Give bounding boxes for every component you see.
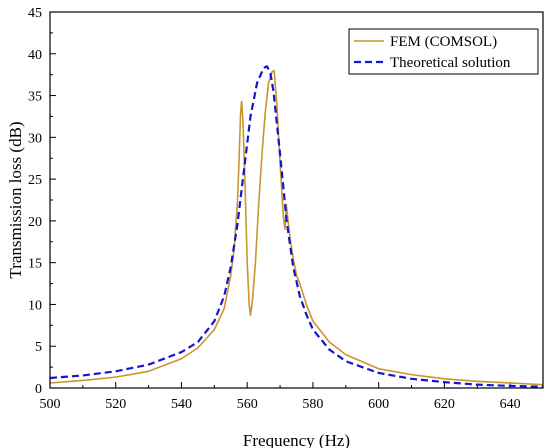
legend-label-theoretical: Theoretical solution — [390, 55, 511, 71]
y-tick-label: 10 — [28, 298, 42, 313]
y-axis-ticks: 0 5 10 15 20 25 30 35 40 45 — [28, 6, 56, 397]
y-tick-label: 5 — [35, 340, 42, 355]
plot-frame — [49, 11, 544, 389]
x-tick-label: 580 — [302, 397, 323, 412]
y-tick-label: 45 — [28, 6, 42, 21]
x-tick-label: 500 — [40, 397, 61, 412]
y-tick-label: 30 — [28, 131, 42, 146]
x-tick-label: 600 — [368, 397, 389, 412]
x-tick-label: 640 — [500, 397, 521, 412]
y-tick-label: 25 — [28, 173, 42, 188]
series-line-fem — [49, 69, 544, 386]
legend-box — [348, 28, 539, 75]
y-tick-label: 40 — [28, 48, 42, 63]
y-tick-label: 15 — [28, 257, 42, 272]
y-axis-title: Transmission loss (dB) — [6, 121, 25, 278]
x-axis-ticks: 500 520 540 560 580 600 620 640 — [40, 382, 521, 412]
y-tick-label: 35 — [28, 90, 42, 105]
x-tick-label: 520 — [105, 397, 126, 412]
legend-label-fem: FEM (COMSOL) — [390, 34, 497, 50]
y-tick-label: 20 — [28, 215, 42, 230]
legend: FEM (COMSOL) Theoretical solution — [348, 28, 539, 75]
y-tick-label: 0 — [35, 382, 42, 397]
x-tick-label: 540 — [171, 397, 192, 412]
x-tick-label: 560 — [237, 397, 258, 412]
x-tick-label: 620 — [434, 397, 455, 412]
series-line-theoretical — [49, 65, 544, 388]
series-layer — [49, 65, 544, 388]
x-axis-title: Frequency (Hz) — [243, 431, 350, 448]
